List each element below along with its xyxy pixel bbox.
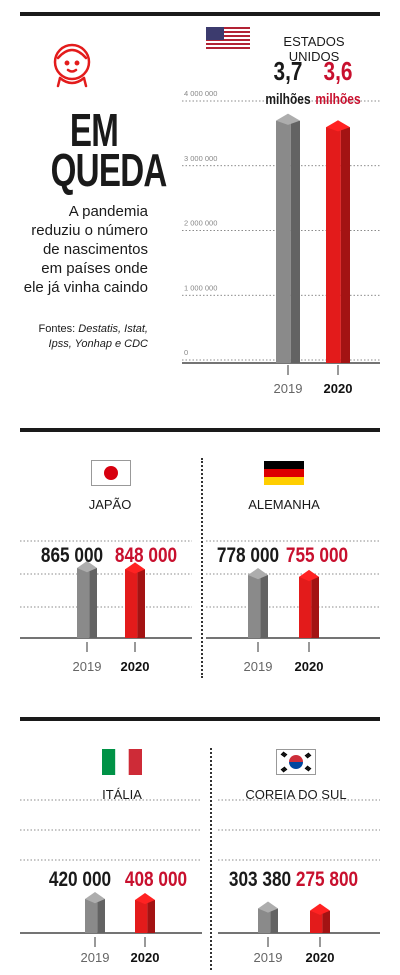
x-tick-label: 2020: [121, 659, 150, 674]
bar-2020: [125, 562, 145, 638]
country-label-japan: JAPÃO: [88, 497, 132, 512]
x-tick-label: 2020: [306, 950, 335, 965]
bar-2020: [326, 120, 350, 363]
country-label-south-korea: COREIA DO SUL: [245, 787, 347, 802]
panel-separator-2: [210, 748, 212, 970]
x-tick-label: 2020: [131, 950, 160, 965]
country-label-germany: ALEMANHA: [248, 497, 320, 512]
bar-2020: [310, 903, 330, 933]
bar-2020: [135, 892, 155, 933]
value-label-2019: 778 000: [217, 545, 279, 568]
y-tick-label: 1 000 000: [184, 283, 217, 292]
x-tick-label: 2019: [73, 659, 102, 674]
value-label: 3,7: [274, 57, 303, 86]
x-tick-label: 2020: [295, 659, 324, 674]
bar-2019: [248, 568, 268, 638]
value-label-2020: 848 000: [115, 545, 177, 568]
y-tick-label: 2 000 000: [184, 219, 217, 228]
x-tick-label: 2019: [254, 950, 283, 965]
panel-separator-1: [201, 458, 203, 678]
bar-2019: [276, 113, 300, 364]
section-rule-1: [20, 428, 380, 432]
value-label-2019: 865 000: [41, 545, 103, 568]
us-flag-icon: [206, 27, 250, 51]
japan-flag-icon: [91, 460, 131, 486]
south-korea-flag-icon: [276, 749, 316, 775]
y-tick-label: 3 000 000: [184, 154, 217, 163]
value-label: 3,6: [324, 57, 353, 86]
value-label-2019: 420 000: [49, 869, 111, 892]
bar-2019: [77, 561, 97, 638]
unit-label: milhões: [315, 91, 360, 108]
y-tick-label: 0: [184, 348, 188, 357]
value-label-2020: 755 000: [286, 545, 348, 568]
top-rule: [20, 12, 380, 16]
bar-2019: [258, 901, 278, 933]
value-label-2019: 303 380: [229, 869, 291, 892]
section-rule-2: [20, 717, 380, 721]
bar-2019: [85, 892, 105, 933]
value-label-2020: 275 800: [296, 869, 358, 892]
country-label-us: ESTADOS UNIDOS: [283, 34, 345, 64]
country-label-italy: ITÁLIA: [102, 787, 142, 802]
x-tick-label: 2020: [324, 381, 353, 396]
germany-flag-icon: [264, 461, 304, 485]
x-tick-label: 2019: [81, 950, 110, 965]
sources-list: Destatis, Istat, Ipss, Yonhap e CDC: [48, 323, 148, 350]
sources-label: Fontes:: [38, 323, 76, 335]
subtitle: A pandemia reduziu o número de nasciment…: [23, 203, 148, 296]
value-label-2020: 408 000: [125, 869, 187, 892]
x-tick-label: 2019: [244, 659, 273, 674]
y-tick-label: 4 000 000: [184, 89, 217, 98]
unit-label: milhões: [265, 91, 310, 108]
sources: Fontes: Destatis, Istat, Ipss, Yonhap e …: [20, 322, 148, 352]
title-line-1: EM: [69, 104, 119, 156]
bar-2020: [299, 569, 319, 638]
x-tick-label: 2019: [274, 381, 303, 396]
italy-flag-icon: [102, 749, 142, 775]
